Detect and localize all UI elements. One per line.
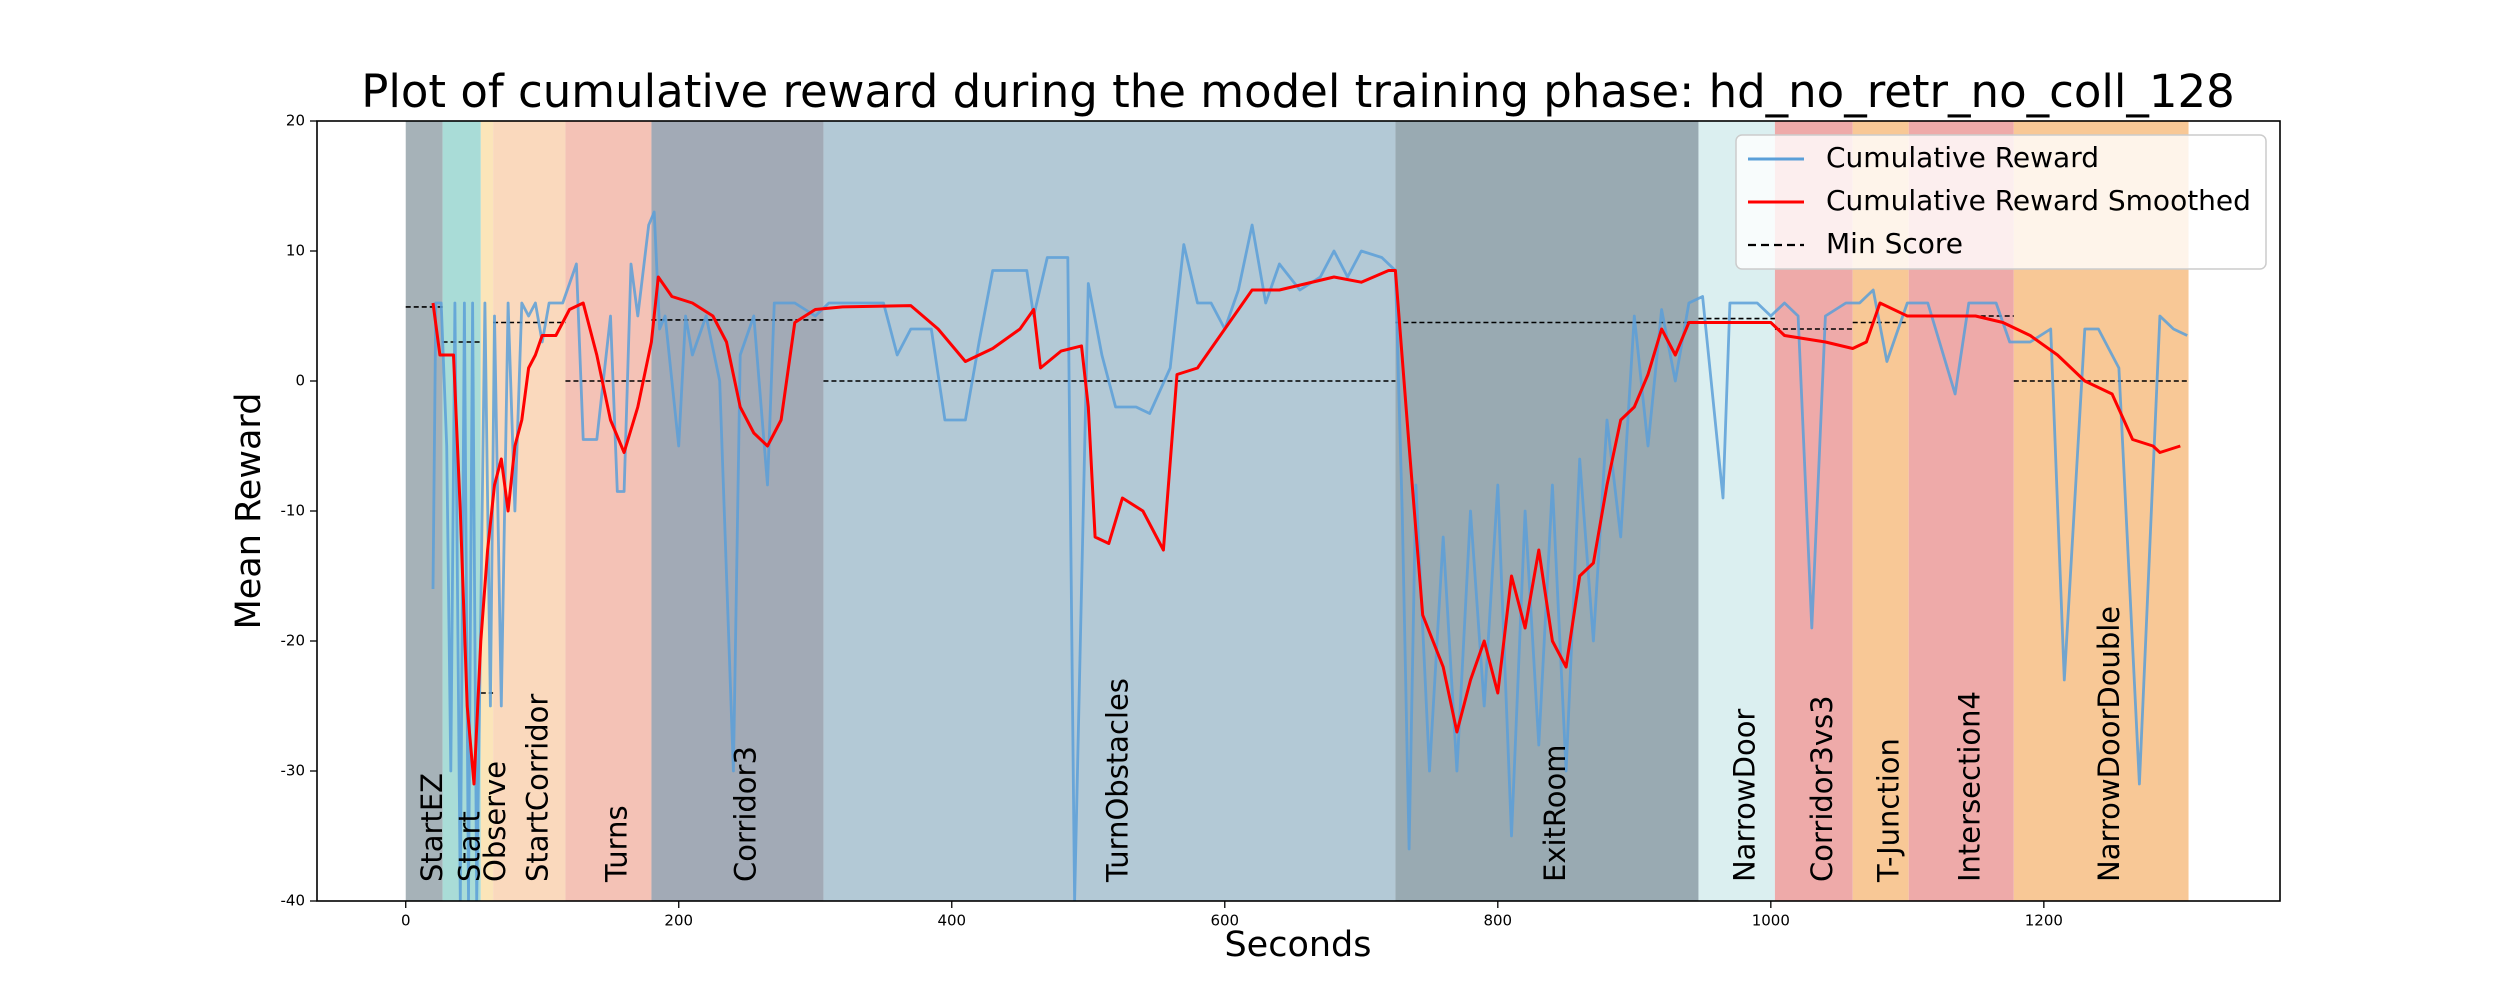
x-tick-label: 0 xyxy=(401,912,411,930)
region-label: NarrowDoor xyxy=(1728,709,1762,882)
region-band xyxy=(823,121,1396,901)
y-tick-label: -30 xyxy=(281,762,306,780)
y-tick-label: -20 xyxy=(281,632,306,650)
region-label: Turns xyxy=(599,805,633,883)
legend-label: Cumulative Reward Smoothed xyxy=(1826,184,2251,217)
region-band xyxy=(1395,121,1699,901)
x-tick-label: 600 xyxy=(1210,912,1239,930)
chart-title: Plot of cumulative reward during the mod… xyxy=(361,65,2235,118)
region-label: NarrowDoorDouble xyxy=(2092,606,2126,882)
x-tick-label: 200 xyxy=(664,912,693,930)
region-label: Corridor3vs3 xyxy=(1805,695,1839,882)
legend-label: Cumulative Reward xyxy=(1826,141,2099,174)
y-tick-label: 0 xyxy=(295,372,305,390)
x-tick-label: 1200 xyxy=(2025,912,2063,930)
region-band xyxy=(405,121,443,901)
legend-label: Min Score xyxy=(1826,227,1963,260)
plot-area xyxy=(405,121,2189,901)
region-label: T-Junction xyxy=(1872,738,1906,883)
region-label: Start xyxy=(453,811,487,882)
y-tick-label: 10 xyxy=(286,242,305,260)
series-line xyxy=(431,210,2188,901)
region-band xyxy=(565,121,652,901)
region-label: Intersection4 xyxy=(1952,691,1986,882)
y-tick-label: 20 xyxy=(286,112,305,130)
legend-box xyxy=(1735,134,2267,270)
region-label: ExitRoom xyxy=(1538,745,1572,883)
region-label: TurnObstacles xyxy=(1100,678,1134,883)
x-tick-label: 800 xyxy=(1483,912,1512,930)
y-axis-label: Mean Reward xyxy=(229,393,269,630)
region-label: Observe xyxy=(478,761,512,882)
region-label: StartCorridor xyxy=(520,694,554,882)
y-tick-label: -10 xyxy=(281,502,306,520)
region-label: StartEZ xyxy=(415,773,449,882)
region-label: Corridor3 xyxy=(728,746,762,882)
x-tick-label: 1000 xyxy=(1752,912,1790,930)
series-line xyxy=(431,269,2181,786)
x-axis-label: Seconds xyxy=(1224,925,1371,965)
x-tick-label: 400 xyxy=(937,912,966,930)
y-tick-label: -40 xyxy=(281,892,306,910)
